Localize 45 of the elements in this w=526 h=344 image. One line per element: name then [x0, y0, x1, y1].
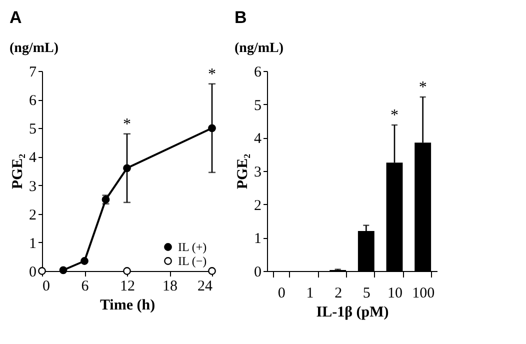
- annotation: *: [208, 66, 216, 83]
- legend-label: IL (−): [178, 254, 207, 268]
- y-tick-label: 3: [29, 178, 36, 195]
- x-tick-label: 18: [162, 278, 178, 294]
- x-tick-label: 10: [388, 286, 402, 302]
- y-tick-label: 1: [254, 231, 262, 248]
- point: [208, 124, 216, 132]
- x-tick-label: 1: [306, 286, 314, 302]
- x-tick-label: 24: [198, 278, 213, 294]
- y-tick-label: 1: [29, 236, 36, 252]
- chart-subtitle: (ng/mL): [10, 41, 59, 56]
- y-tick-label: 6: [254, 64, 262, 80]
- y-tick-label: 4: [29, 150, 37, 166]
- x-tick-label: 12: [120, 278, 135, 294]
- annotation: *: [390, 107, 398, 124]
- point: [59, 266, 68, 274]
- y-axis-title: PGE₂: [10, 153, 26, 190]
- y-tick-label: 5: [29, 122, 36, 138]
- y-tick-label: 4: [254, 131, 262, 148]
- y-tick-label: 5: [254, 98, 262, 114]
- y-tick-label: 0: [254, 264, 262, 280]
- chart-title: B: [234, 8, 247, 27]
- y-tick-label: 7: [29, 64, 37, 80]
- point: [80, 257, 88, 265]
- point: [123, 164, 131, 172]
- x-tick-label: 2: [334, 286, 342, 302]
- x-tick-label: 0: [42, 278, 50, 294]
- x-tick-label: 5: [362, 286, 370, 302]
- x-tick-label: 6: [81, 278, 90, 294]
- x-tick-label: 0: [278, 286, 286, 302]
- y-tick-label: 0: [29, 264, 36, 280]
- y-tick-label: 3: [254, 164, 262, 180]
- y-tick-label: 2: [29, 207, 36, 224]
- y-axis-title: PGE₂: [235, 153, 251, 190]
- legend-label: IL (+): [178, 240, 207, 254]
- x-tick-label: 100: [412, 286, 435, 302]
- y-tick-label: 6: [29, 93, 37, 110]
- annotation: *: [418, 79, 427, 96]
- chart-subtitle: (ng/mL): [234, 41, 284, 56]
- x-axis-title: Time (h): [100, 298, 156, 314]
- point: [123, 267, 131, 275]
- annotation: *: [123, 116, 131, 133]
- x-axis-title: IL-1β (pM): [316, 304, 389, 320]
- chart-title: A: [10, 8, 22, 27]
- y-tick-label: 2: [254, 198, 262, 214]
